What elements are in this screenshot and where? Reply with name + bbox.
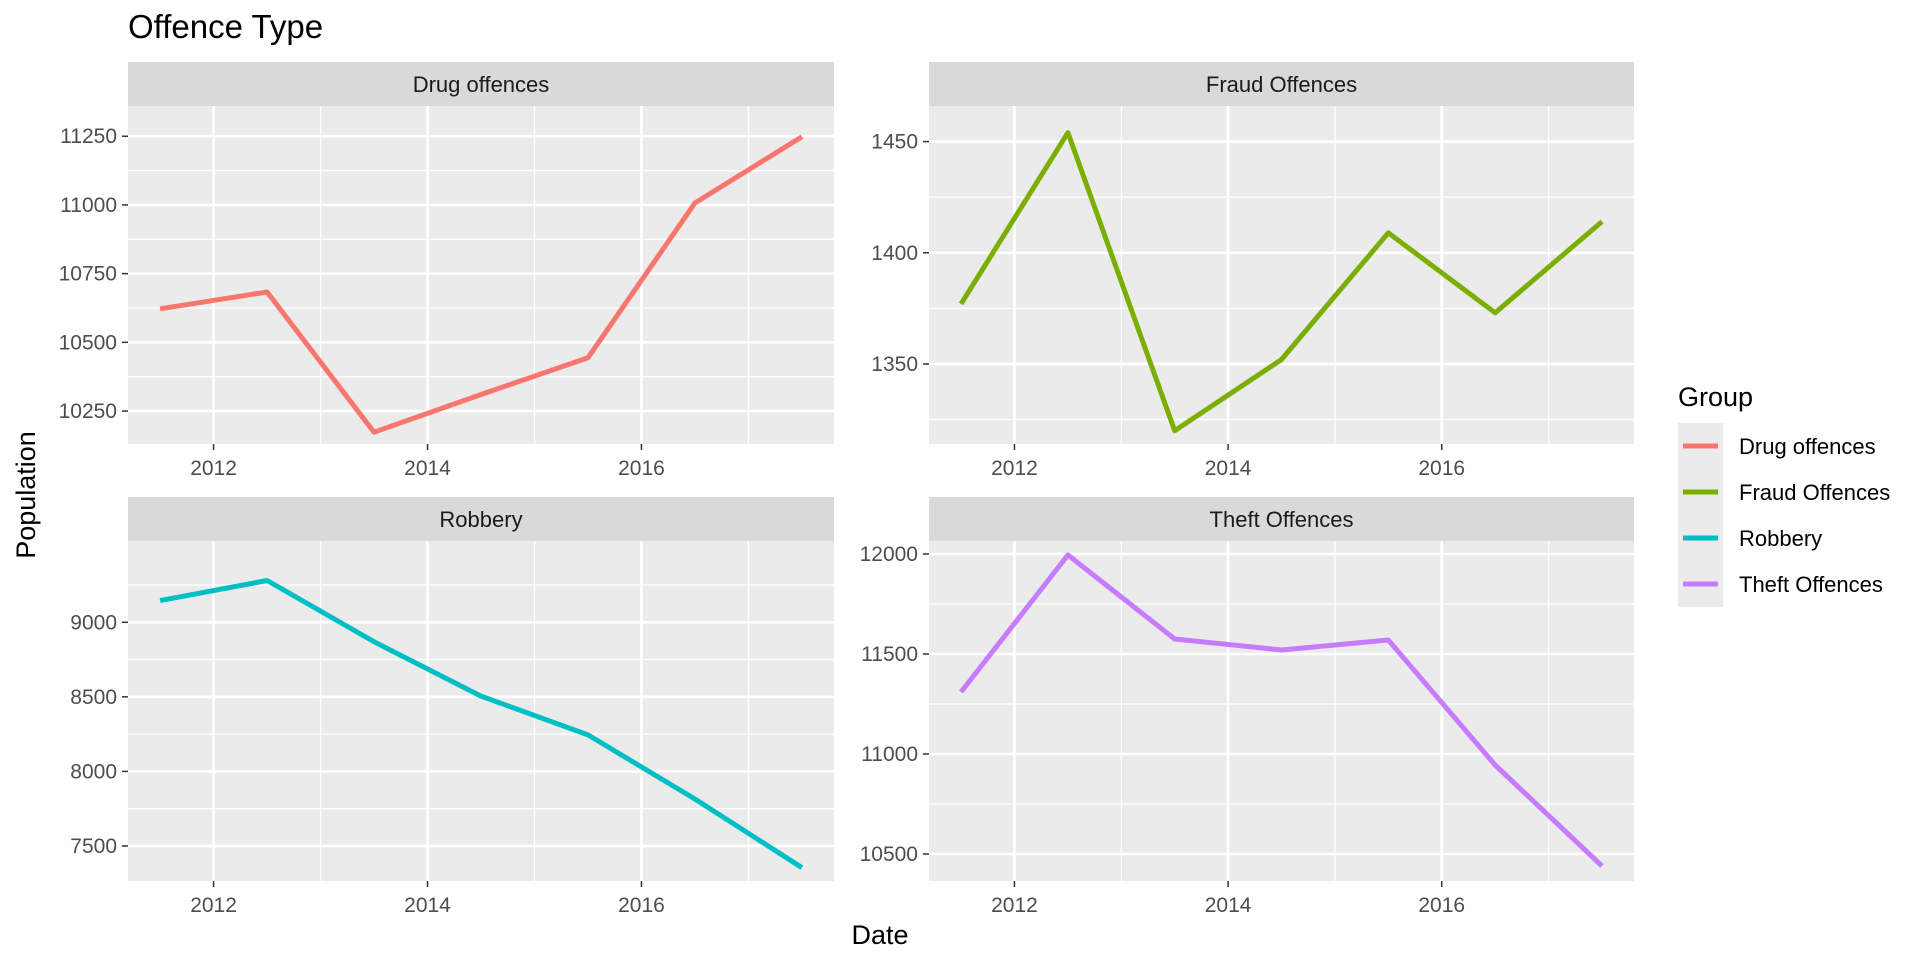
facet-strip-label: Fraud Offences [1206, 72, 1357, 97]
facet-strip [929, 62, 1634, 106]
legend: Group Drug offences Fraud Offences Robbery… [1678, 382, 1890, 607]
series-line [959, 552, 1604, 868]
y-tick-label: 11250 [60, 125, 117, 148]
facet-strip-label: Drug offences [413, 72, 550, 97]
y-tick-label: 12000 [860, 543, 918, 566]
x-tick-label: 2016 [618, 457, 665, 480]
legend-label: Fraud Offences [1739, 480, 1890, 505]
y-tick-label: 1350 [871, 353, 918, 376]
x-tick-label: 2012 [991, 894, 1038, 917]
series-line [958, 130, 1604, 434]
y-tick-label: 11000 [60, 194, 117, 217]
legend-item: Drug offences [1678, 423, 1876, 469]
legend-label: Robbery [1739, 526, 1822, 551]
facet-panel: Drug offences 10250 10500 10750 11000 11250 20… [59, 62, 834, 480]
y-tick-label: 8500 [70, 686, 117, 709]
facet-strip-label: Robbery [439, 507, 522, 532]
facet-panels: Drug offences 10250 10500 10750 11000 11250 20… [59, 62, 1634, 917]
x-tick-label: 2012 [190, 457, 237, 480]
panel-background [929, 106, 1634, 444]
x-tick-label: 2014 [404, 457, 451, 480]
x-tick-label: 2012 [991, 457, 1038, 480]
y-tick-label: 11500 [861, 643, 918, 666]
x-tick-label: 2014 [1205, 894, 1252, 917]
legend-item: Fraud Offences [1678, 469, 1890, 515]
y-tick-label: 1400 [871, 242, 918, 265]
y-tick-label: 10250 [59, 400, 117, 423]
y-tick-label: 11000 [861, 743, 918, 766]
panel-background [128, 106, 834, 444]
y-tick-label: 7500 [70, 835, 117, 858]
series-line [159, 134, 804, 435]
facet-panel: Fraud Offences 1350 1400 1450 2012 2014 2016 [871, 62, 1634, 480]
legend-label: Drug offences [1739, 434, 1876, 459]
facet-strip [128, 497, 834, 541]
facet-strip [929, 497, 1634, 541]
x-tick-label: 2012 [190, 894, 237, 917]
panel-background [929, 541, 1634, 881]
facet-strip [128, 62, 834, 106]
chart-title: Offence Type [128, 8, 323, 45]
facet-panel: Robbery 7500 8000 8500 9000 2012 2014 2016 [70, 497, 834, 917]
legend-item: Theft Offences [1678, 561, 1883, 607]
y-tick-label: 10750 [59, 263, 117, 286]
x-tick-label: 2016 [1418, 457, 1465, 480]
legend-title: Group [1678, 382, 1753, 412]
facet-strip-label: Theft Offences [1210, 507, 1354, 532]
y-tick-label: 1450 [871, 131, 918, 154]
legend-label: Theft Offences [1739, 572, 1883, 597]
x-tick-label: 2014 [404, 894, 451, 917]
y-tick-label: 9000 [70, 611, 117, 634]
series-line [159, 578, 804, 870]
x-tick-label: 2014 [1205, 457, 1252, 480]
y-axis-title: Population [11, 431, 41, 559]
x-tick-label: 2016 [618, 894, 665, 917]
legend-item: Robbery [1678, 515, 1822, 561]
facet-panel: Theft Offences 10500 11000 11500 12000 2012 20… [860, 497, 1634, 917]
y-tick-label: 8000 [70, 760, 117, 783]
y-tick-label: 10500 [59, 331, 117, 354]
x-tick-label: 2016 [1418, 894, 1465, 917]
y-tick-label: 10500 [860, 843, 918, 866]
x-axis-title: Date [851, 920, 908, 950]
panel-background [128, 541, 834, 881]
